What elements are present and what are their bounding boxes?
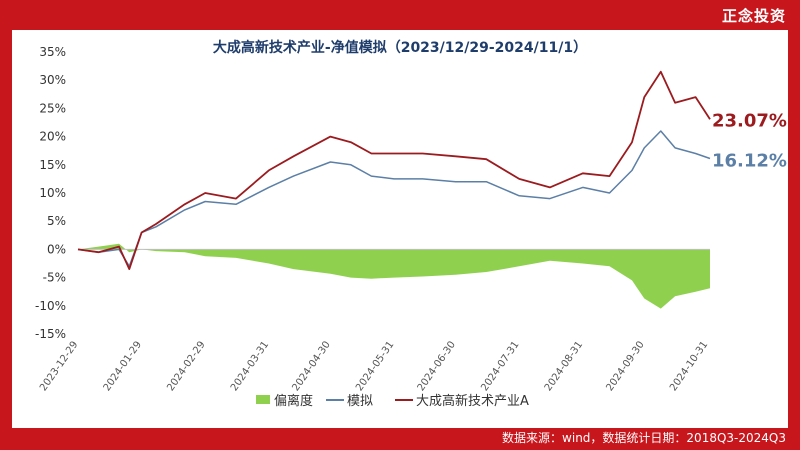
simulated-end-label: 16.12%: [712, 150, 787, 171]
y-tick-label: -5%: [43, 271, 66, 285]
x-tick-label: 2024-03-31: [229, 339, 271, 393]
x-tick-label: 2023-12-29: [38, 339, 80, 393]
y-tick-label: 35%: [39, 45, 66, 59]
y-tick-label: 20%: [39, 130, 66, 144]
y-tick-label: -10%: [35, 299, 66, 313]
x-tick-label: 2024-02-29: [165, 339, 207, 393]
fund-end-label: 23.07%: [712, 110, 787, 131]
legend-swatch-deviation: [256, 395, 270, 404]
y-tick-label: 10%: [39, 186, 66, 200]
x-tick-label: 2024-10-31: [668, 339, 710, 393]
chart-title: 大成高新技术产业-净值模拟（2023/12/29-2024/11/1）: [213, 39, 587, 56]
x-tick-label: 2024-09-30: [604, 339, 646, 393]
x-tick-label: 2024-04-30: [290, 339, 332, 393]
y-tick-label: 15%: [39, 158, 66, 172]
y-tick-label: 0%: [47, 242, 66, 256]
y-tick-label: 5%: [47, 214, 66, 228]
x-tick-label: 2024-01-29: [102, 339, 144, 393]
x-tick-label: 2024-07-31: [479, 339, 521, 393]
y-tick-label: 30%: [39, 73, 66, 87]
legend-label-simulated: 模拟: [347, 394, 373, 409]
deviation-area: [78, 243, 710, 309]
legend-label-fund: 大成高新技术产业A: [416, 393, 529, 409]
y-tick-label: -15%: [35, 327, 66, 341]
y-tick-label: 25%: [39, 101, 66, 115]
chart-panel: [12, 30, 788, 428]
x-tick-label: 2024-06-30: [416, 339, 458, 393]
simulated-line: [77, 130, 711, 268]
source-note: 数据来源：wind，数据统计日期：2018Q3-2024Q3: [502, 431, 786, 445]
legend-label-deviation: 偏离度: [274, 393, 313, 409]
fund-line: [77, 70, 711, 270]
x-tick-label: 2024-08-31: [543, 339, 585, 393]
brand-logo-text: 正念投资: [721, 7, 786, 25]
x-tick-label: 2024-05-31: [354, 339, 396, 393]
